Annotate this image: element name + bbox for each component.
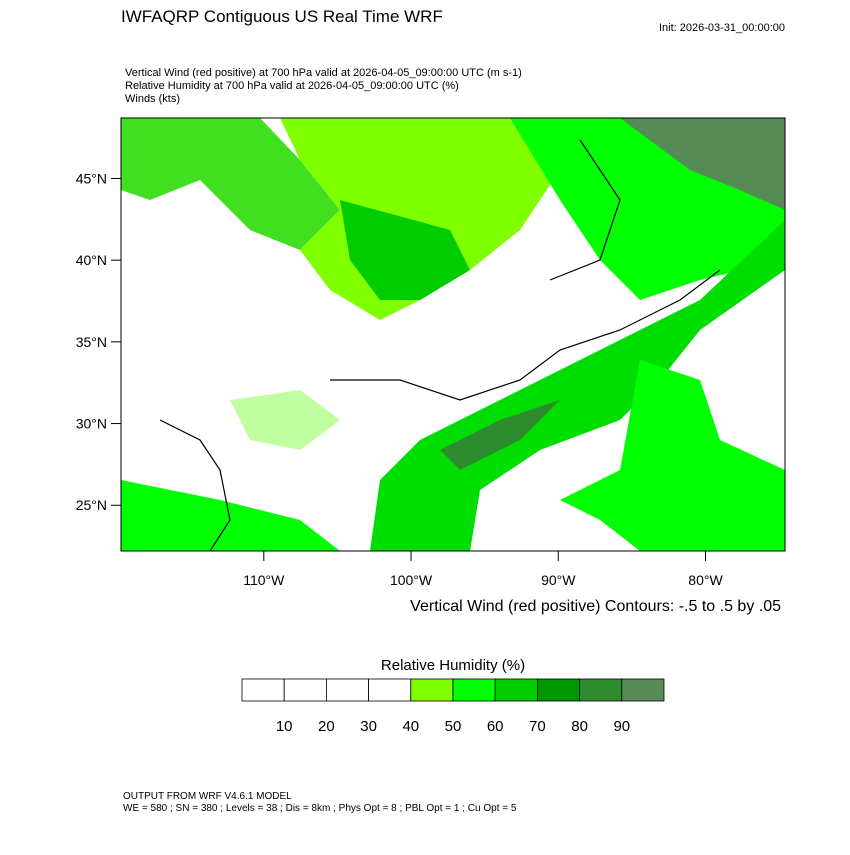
colorbar-label: 30 xyxy=(360,718,377,735)
colorbar-label: 20 xyxy=(318,718,335,735)
y-tick-label: 35°N xyxy=(76,334,107,350)
x-tick-label: 100°W xyxy=(390,572,433,588)
map-axes: 45°N 40°N 35°N 30°N 25°N 110°W 100°W 90°W 80°W xyxy=(76,170,724,588)
colorbar-label: 70 xyxy=(529,718,546,735)
y-tick-label: 25°N xyxy=(76,497,107,513)
header-line: Winds (kts) xyxy=(125,93,180,105)
footer-line: WE = 580 ; SN = 380 ; Levels = 38 ; Dis … xyxy=(123,803,517,814)
colorbar-label: 40 xyxy=(402,718,419,735)
footer-line: OUTPUT FROM WRF V4.6.1 MODEL xyxy=(123,791,292,802)
colorbar-box xyxy=(579,678,623,702)
colorbar-label: 10 xyxy=(276,718,293,735)
header-line: Relative Humidity at 700 hPa valid at 20… xyxy=(125,80,459,92)
colorbar-box xyxy=(325,678,369,702)
colorbar-label: 50 xyxy=(445,718,462,735)
colorbar-label: 80 xyxy=(571,718,588,735)
y-tick-label: 45°N xyxy=(76,170,107,186)
colorbar-box xyxy=(410,678,454,702)
colorbar-box xyxy=(283,678,327,702)
colorbar-label: 60 xyxy=(487,718,504,735)
colorbar-box xyxy=(452,678,496,702)
contour-note: Vertical Wind (red positive) Contours: -… xyxy=(410,598,781,615)
y-tick-label: 40°N xyxy=(76,252,107,268)
x-tick-label: 80°W xyxy=(688,572,723,588)
colorbar-box xyxy=(621,678,665,702)
init-time: Init: 2026-03-31_00:00:00 xyxy=(659,22,785,34)
colorbar-box xyxy=(494,678,538,702)
colorbar: 10 20 30 40 50 60 70 80 90 xyxy=(241,678,665,735)
x-tick-label: 110°W xyxy=(243,572,285,588)
colorbar-box xyxy=(537,678,581,702)
x-tick-label: 90°W xyxy=(541,572,576,588)
map-field xyxy=(121,118,785,551)
y-tick-label: 30°N xyxy=(76,416,107,432)
map-frame xyxy=(120,117,786,552)
colorbar-box xyxy=(368,678,412,702)
title: IWFAQRP Contiguous US Real Time WRF xyxy=(121,7,443,26)
colorbar-label: 90 xyxy=(613,718,630,735)
header-line: Vertical Wind (red positive) at 700 hPa … xyxy=(125,67,522,79)
colorbar-title: Relative Humidity (%) xyxy=(381,657,525,674)
colorbar-box xyxy=(241,678,285,702)
